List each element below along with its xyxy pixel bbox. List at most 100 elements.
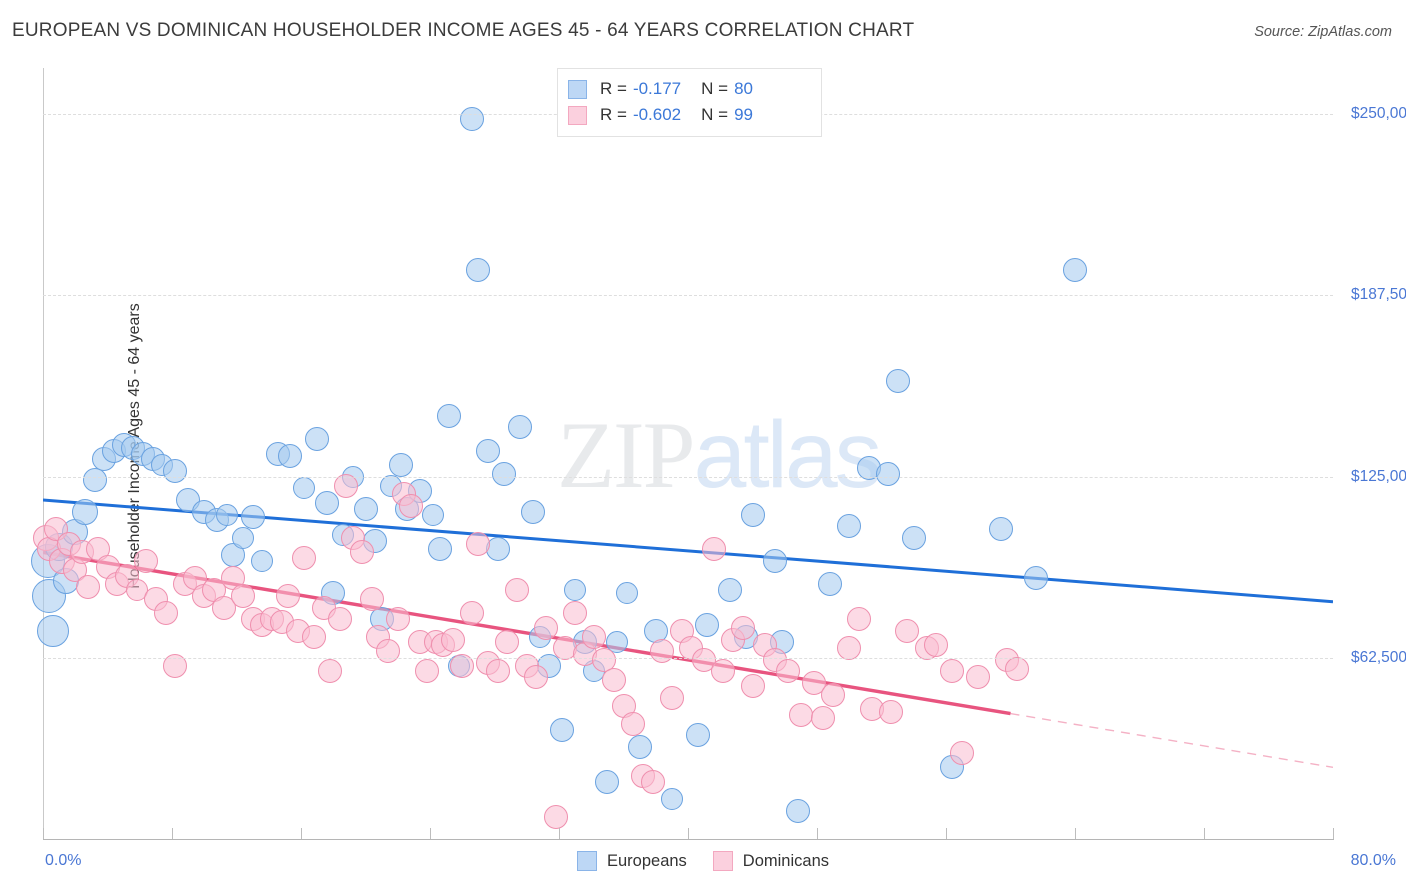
scatter-point-do[interactable] [524, 665, 549, 690]
scatter-point-do[interactable] [292, 546, 317, 571]
scatter-point-do[interactable] [895, 618, 920, 643]
scatter-point-do[interactable] [601, 668, 626, 693]
scatter-point-do[interactable] [563, 601, 588, 626]
scatter-point-do[interactable] [466, 531, 491, 556]
scatter-point-eu[interactable] [875, 461, 900, 486]
scatter-point-eu[interactable] [231, 526, 254, 549]
scatter-point-eu[interactable] [251, 550, 274, 573]
scatter-point-do[interactable] [163, 653, 188, 678]
scatter-point-do[interactable] [276, 583, 301, 608]
scatter-point-eu[interactable] [817, 572, 842, 597]
scatter-point-eu[interactable] [388, 453, 413, 478]
scatter-point-do[interactable] [924, 633, 949, 658]
scatter-point-do[interactable] [846, 607, 871, 632]
scatter-point-do[interactable] [327, 607, 352, 632]
scatter-point-do[interactable] [459, 601, 484, 626]
scatter-point-do[interactable] [318, 659, 343, 684]
scatter-point-do[interactable] [740, 674, 765, 698]
scatter-point-eu[interactable] [837, 514, 862, 539]
scatter-point-do[interactable] [966, 665, 991, 690]
scatter-point-do[interactable] [385, 607, 410, 632]
scatter-point-do[interactable] [821, 682, 846, 707]
scatter-point-eu[interactable] [459, 107, 484, 132]
scatter-point-do[interactable] [505, 578, 530, 603]
scatter-point-do[interactable] [359, 586, 384, 611]
scatter-point-do[interactable] [592, 647, 617, 672]
scatter-point-eu[interactable] [36, 614, 69, 647]
scatter-point-eu[interactable] [521, 499, 546, 524]
scatter-point-do[interactable] [76, 575, 101, 600]
scatter-point-eu[interactable] [314, 490, 339, 515]
scatter-point-eu[interactable] [82, 467, 107, 492]
scatter-point-do[interactable] [301, 624, 326, 649]
scatter-point-eu[interactable] [163, 458, 188, 483]
scatter-point-eu[interactable] [606, 631, 629, 654]
scatter-point-do[interactable] [837, 636, 862, 661]
scatter-point-eu[interactable] [427, 537, 452, 562]
plot-area: ZIPatlas [30, 70, 1333, 840]
legend-item-europeans[interactable]: Europeans [576, 851, 687, 871]
scatter-point-eu[interactable] [740, 502, 765, 527]
scatter-point-do[interactable] [543, 804, 568, 829]
scatter-point-do[interactable] [485, 659, 510, 684]
scatter-point-eu[interactable] [466, 258, 491, 283]
legend-item-dominicans[interactable]: Dominicans [712, 851, 829, 871]
scatter-point-do[interactable] [1004, 656, 1029, 681]
scatter-point-eu[interactable] [437, 403, 462, 428]
scatter-point-eu[interactable] [885, 368, 910, 393]
scatter-point-eu[interactable] [476, 438, 501, 463]
scatter-point-do[interactable] [650, 639, 675, 664]
scatter-point-do[interactable] [811, 705, 836, 730]
scatter-point-do[interactable] [350, 540, 375, 565]
scatter-point-eu[interactable] [595, 769, 620, 794]
scatter-point-eu[interactable] [901, 525, 926, 550]
r-label-europeans: R = [600, 79, 627, 98]
scatter-point-eu[interactable] [627, 735, 652, 760]
scatter-point-eu[interactable] [293, 477, 316, 500]
scatter-point-do[interactable] [711, 659, 736, 684]
scatter-point-do[interactable] [398, 493, 423, 518]
scatter-point-do[interactable] [134, 549, 159, 574]
scatter-point-do[interactable] [730, 615, 755, 640]
scatter-point-eu[interactable] [695, 612, 720, 637]
scatter-point-eu[interactable] [717, 578, 742, 603]
scatter-point-eu[interactable] [71, 498, 98, 525]
scatter-point-do[interactable] [775, 659, 800, 684]
scatter-point-eu[interactable] [492, 461, 517, 486]
scatter-point-do[interactable] [640, 769, 665, 794]
scatter-point-do[interactable] [621, 711, 646, 736]
scatter-point-eu[interactable] [615, 582, 638, 605]
scatter-point-eu[interactable] [277, 444, 302, 469]
scatter-point-do[interactable] [450, 653, 475, 678]
scatter-point-eu[interactable] [763, 549, 788, 574]
scatter-point-eu[interactable] [550, 717, 575, 742]
scatter-point-eu[interactable] [785, 798, 810, 823]
scatter-point-do[interactable] [879, 700, 904, 725]
scatter-point-eu[interactable] [660, 788, 683, 811]
scatter-point-do[interactable] [414, 659, 439, 684]
scatter-point-do[interactable] [211, 595, 236, 620]
scatter-point-eu[interactable] [422, 503, 445, 526]
scatter-point-do[interactable] [701, 537, 726, 562]
scatter-point-do[interactable] [495, 630, 520, 655]
scatter-point-do[interactable] [376, 639, 401, 664]
scatter-point-eu[interactable] [215, 503, 238, 526]
scatter-point-eu[interactable] [1024, 566, 1049, 591]
scatter-point-do[interactable] [153, 601, 178, 626]
scatter-point-do[interactable] [534, 615, 559, 640]
scatter-point-eu[interactable] [305, 427, 330, 452]
scatter-point-eu[interactable] [508, 415, 533, 440]
scatter-point-do[interactable] [582, 624, 607, 649]
scatter-point-eu[interactable] [564, 579, 587, 602]
scatter-point-do[interactable] [659, 685, 684, 710]
scatter-point-eu[interactable] [988, 517, 1013, 542]
scatter-point-do[interactable] [440, 627, 465, 652]
scatter-point-eu[interactable] [353, 496, 378, 521]
scatter-point-do[interactable] [230, 583, 255, 608]
scatter-point-do[interactable] [940, 659, 965, 684]
scatter-point-eu[interactable] [240, 505, 265, 530]
scatter-point-eu[interactable] [685, 723, 710, 748]
scatter-point-eu[interactable] [1063, 258, 1087, 283]
scatter-point-do[interactable] [788, 703, 813, 728]
scatter-point-do[interactable] [950, 740, 975, 765]
